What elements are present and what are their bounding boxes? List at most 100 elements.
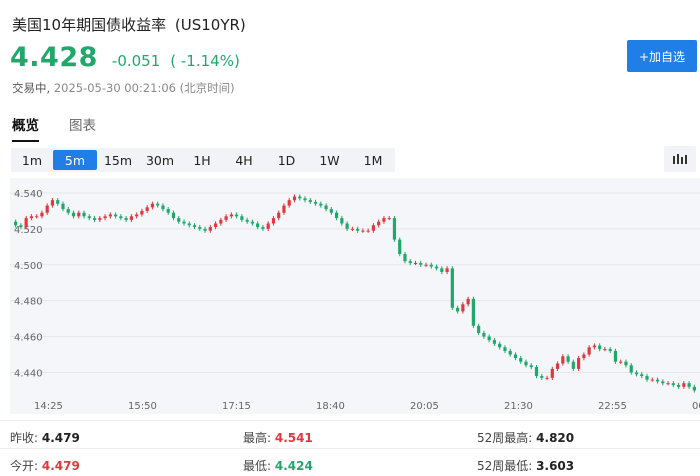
candle-body <box>666 383 670 385</box>
candle-body <box>319 203 323 206</box>
candle-body <box>350 228 354 230</box>
price-change: -0.051 <box>111 52 161 70</box>
candle-body <box>135 214 139 217</box>
candle-body <box>582 354 586 359</box>
candle-body <box>629 365 633 373</box>
candle-body <box>634 372 639 375</box>
candle-body <box>103 216 107 219</box>
candle-body <box>145 207 149 211</box>
interval-15m[interactable]: 15m <box>103 152 133 168</box>
quote-timezone: (北京时间) <box>179 81 235 95</box>
candle-body <box>398 239 402 254</box>
candle-body <box>298 196 302 199</box>
candle-body <box>261 227 265 229</box>
price-chart[interactable]: 4.540 4.520 4.500 4.480 4.460 4.440 14:25 15:50… <box>10 178 700 414</box>
interval-1h[interactable]: 1H <box>193 152 211 168</box>
interval-1w[interactable]: 1W <box>319 152 340 168</box>
candle-body <box>613 350 618 362</box>
candle-body <box>66 209 70 213</box>
candle-body <box>161 205 165 210</box>
x-tick-label: 00:2 <box>692 401 700 412</box>
candle-body <box>371 225 376 231</box>
candle-body <box>445 268 449 272</box>
candle-body <box>108 214 112 217</box>
tab-chart[interactable]: 图表 <box>69 118 96 134</box>
candle-body <box>392 218 397 240</box>
candle-body <box>287 200 291 206</box>
candle-body <box>292 196 297 201</box>
trading-status: 交易中, 2025-05-30 00:21:06 (北京时间) <box>12 80 235 96</box>
candle-body <box>24 218 28 228</box>
candle-body <box>361 230 365 232</box>
candle-body <box>308 200 312 202</box>
trading-state: 交易中, <box>12 81 51 95</box>
candle-body <box>377 221 381 226</box>
candle-body <box>571 361 575 369</box>
interval-5m[interactable]: 5m <box>53 150 97 170</box>
candle-body <box>177 218 181 222</box>
candle-body <box>429 264 433 267</box>
candle-body <box>334 212 339 219</box>
quote-timestamp: 2025-05-30 00:21:06 <box>53 81 176 95</box>
candle-body <box>419 262 423 265</box>
candle-body <box>240 216 244 220</box>
candle-body <box>645 376 649 380</box>
candle-body <box>519 358 523 362</box>
instrument-name: 美国10年期国债收益率 <box>12 16 167 34</box>
instrument-symbol: (US10YR) <box>174 16 246 34</box>
interval-1m[interactable]: 1m <box>21 152 43 168</box>
candle-body <box>403 254 407 262</box>
candle-body <box>550 368 554 378</box>
candlestick-icon <box>673 154 687 164</box>
candle-body <box>203 228 207 231</box>
candle-body <box>324 205 328 210</box>
candle-body <box>198 227 202 229</box>
candle-body <box>166 209 170 213</box>
stat-52w-low: 52周最低: 3.603 <box>477 459 575 473</box>
interval-1mo[interactable]: 1M <box>363 152 383 168</box>
candle-body <box>187 223 191 226</box>
candle-body <box>408 261 412 263</box>
tab-overview[interactable]: 概览 <box>12 114 39 142</box>
candle-body <box>114 214 118 217</box>
candle-body <box>471 298 475 326</box>
x-tick-label: 21:30 <box>504 401 533 412</box>
candle-body <box>303 198 307 201</box>
candle-body <box>671 383 675 386</box>
candle-body <box>534 367 539 377</box>
candle-body <box>266 223 270 229</box>
candle-body <box>171 212 176 219</box>
interval-4h[interactable]: 4H <box>235 152 253 168</box>
stats-row: 今开: 4.479 最低: 4.424 52周最低: 3.603 <box>0 448 700 476</box>
add-watchlist-button[interactable]: +加自选 <box>627 40 697 72</box>
view-tabs: 概览 图表 <box>12 114 126 142</box>
last-price: 4.428 <box>10 42 98 73</box>
y-tick-label: 4.460 <box>14 333 43 344</box>
x-tick-label: 18:40 <box>316 401 345 412</box>
candle-body <box>156 203 160 206</box>
candle-body <box>492 340 497 344</box>
candle-body <box>271 218 276 224</box>
candle-body <box>56 200 60 204</box>
candle-body <box>661 381 665 384</box>
stat-high: 最高: 4.541 <box>243 431 313 445</box>
interval-1d[interactable]: 1D <box>277 152 296 168</box>
candle-body <box>35 216 39 218</box>
quote-row: 4.428 -0.051 ( -1.14%) <box>10 42 240 73</box>
candle-body <box>513 354 518 359</box>
candle-body <box>92 218 97 220</box>
candle-body <box>692 386 696 391</box>
x-tick-label: 17:15 <box>222 401 251 412</box>
candle-body <box>250 221 254 224</box>
chart-type-button[interactable] <box>664 146 696 172</box>
candle-body <box>676 385 681 387</box>
candle-body <box>577 358 581 369</box>
candle-body <box>340 218 344 224</box>
stat-low: 最低: 4.424 <box>243 459 313 473</box>
candle-body <box>640 374 644 377</box>
candle-body <box>235 214 239 217</box>
candle-body <box>345 223 349 229</box>
stats-row: 昨收: 4.479 最高: 4.541 52周最高: 4.820 <box>0 420 700 448</box>
candle-body <box>98 218 102 220</box>
interval-30m[interactable]: 30m <box>145 152 175 168</box>
